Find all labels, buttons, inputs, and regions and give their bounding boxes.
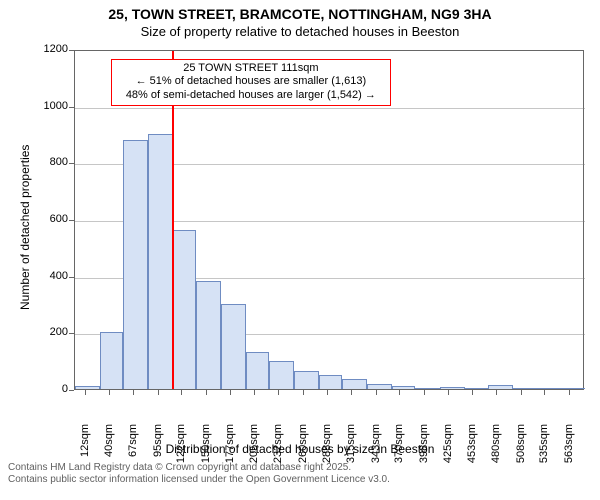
x-tick-mark	[424, 390, 425, 395]
histogram-bar	[538, 388, 562, 389]
x-tick-mark	[569, 390, 570, 395]
x-tick-mark	[85, 390, 86, 395]
y-tick-label: 600	[34, 213, 68, 225]
histogram-bar	[342, 379, 367, 389]
histogram-bar	[269, 361, 294, 389]
histogram-bar	[488, 385, 513, 389]
x-tick-label: 398sqm	[418, 424, 430, 474]
x-tick-mark	[109, 390, 110, 395]
y-tick-mark	[69, 163, 74, 164]
histogram-bar	[148, 134, 173, 389]
x-tick-mark	[496, 390, 497, 395]
histogram-bar	[173, 230, 197, 389]
y-tick-label: 1200	[34, 43, 68, 55]
x-tick-label: 535sqm	[538, 424, 550, 474]
x-tick-mark	[133, 390, 134, 395]
x-tick-label: 150sqm	[200, 424, 212, 474]
x-tick-label: 260sqm	[297, 424, 309, 474]
x-tick-label: 315sqm	[345, 424, 357, 474]
x-tick-mark	[544, 390, 545, 395]
x-tick-label: 370sqm	[393, 424, 405, 474]
x-tick-mark	[448, 390, 449, 395]
histogram-bar	[246, 352, 270, 389]
x-tick-label: 425sqm	[442, 424, 454, 474]
histogram-bar	[561, 388, 585, 389]
y-tick-label: 0	[34, 383, 68, 395]
y-tick-label: 400	[34, 270, 68, 282]
x-tick-label: 288sqm	[321, 424, 333, 474]
x-tick-label: 508sqm	[515, 424, 527, 474]
y-tick-mark	[69, 50, 74, 51]
x-tick-mark	[472, 390, 473, 395]
histogram-bar	[123, 140, 148, 389]
y-tick-mark	[69, 220, 74, 221]
x-tick-label: 177sqm	[224, 424, 236, 474]
x-tick-mark	[327, 390, 328, 395]
x-tick-label: 40sqm	[103, 424, 115, 474]
histogram-bar	[100, 332, 124, 389]
histogram-bar	[367, 384, 392, 389]
histogram-bar	[294, 371, 319, 389]
x-tick-mark	[399, 390, 400, 395]
footer-line2: Contains public sector information licen…	[8, 474, 390, 486]
x-tick-mark	[303, 390, 304, 395]
chart-title-line1: 25, TOWN STREET, BRAMCOTE, NOTTINGHAM, N…	[0, 6, 600, 22]
annotation-line: 25 TOWN STREET 111sqm	[116, 62, 386, 76]
chart-title-line2: Size of property relative to detached ho…	[0, 24, 600, 39]
x-tick-mark	[158, 390, 159, 395]
histogram-bar	[392, 386, 416, 389]
y-tick-mark	[69, 390, 74, 391]
histogram-bar	[415, 388, 440, 389]
y-tick-mark	[69, 107, 74, 108]
x-tick-label: 67sqm	[127, 424, 139, 474]
annotation-line: ← 51% of detached houses are smaller (1,…	[116, 75, 386, 89]
x-tick-mark	[278, 390, 279, 395]
x-tick-label: 122sqm	[175, 424, 187, 474]
histogram-bar	[196, 281, 221, 389]
annotation-line: 48% of semi-detached houses are larger (…	[116, 89, 386, 103]
x-tick-label: 12sqm	[79, 424, 91, 474]
x-tick-mark	[181, 390, 182, 395]
x-tick-mark	[206, 390, 207, 395]
x-tick-label: 453sqm	[466, 424, 478, 474]
y-tick-label: 800	[34, 156, 68, 168]
x-tick-label: 563sqm	[563, 424, 575, 474]
x-tick-label: 232sqm	[272, 424, 284, 474]
x-tick-label: 480sqm	[490, 424, 502, 474]
histogram-bar	[75, 386, 100, 389]
y-tick-mark	[69, 277, 74, 278]
annotation-box: 25 TOWN STREET 111sqm← 51% of detached h…	[111, 59, 391, 106]
x-tick-mark	[254, 390, 255, 395]
histogram-bar	[465, 388, 489, 389]
x-tick-label: 95sqm	[152, 424, 164, 474]
y-axis-label: Number of detached properties	[18, 145, 32, 310]
x-tick-mark	[376, 390, 377, 395]
gridline	[75, 108, 585, 109]
histogram-bar	[221, 304, 246, 389]
x-tick-mark	[521, 390, 522, 395]
histogram-bar	[440, 387, 465, 389]
plot-area: 25 TOWN STREET 111sqm← 51% of detached h…	[74, 50, 584, 390]
x-tick-label: 205sqm	[248, 424, 260, 474]
x-tick-mark	[351, 390, 352, 395]
histogram-bar	[319, 375, 343, 389]
y-tick-label: 200	[34, 326, 68, 338]
histogram-bar	[513, 388, 538, 389]
x-tick-label: 343sqm	[370, 424, 382, 474]
y-tick-mark	[69, 333, 74, 334]
x-tick-mark	[230, 390, 231, 395]
y-tick-label: 1000	[34, 100, 68, 112]
